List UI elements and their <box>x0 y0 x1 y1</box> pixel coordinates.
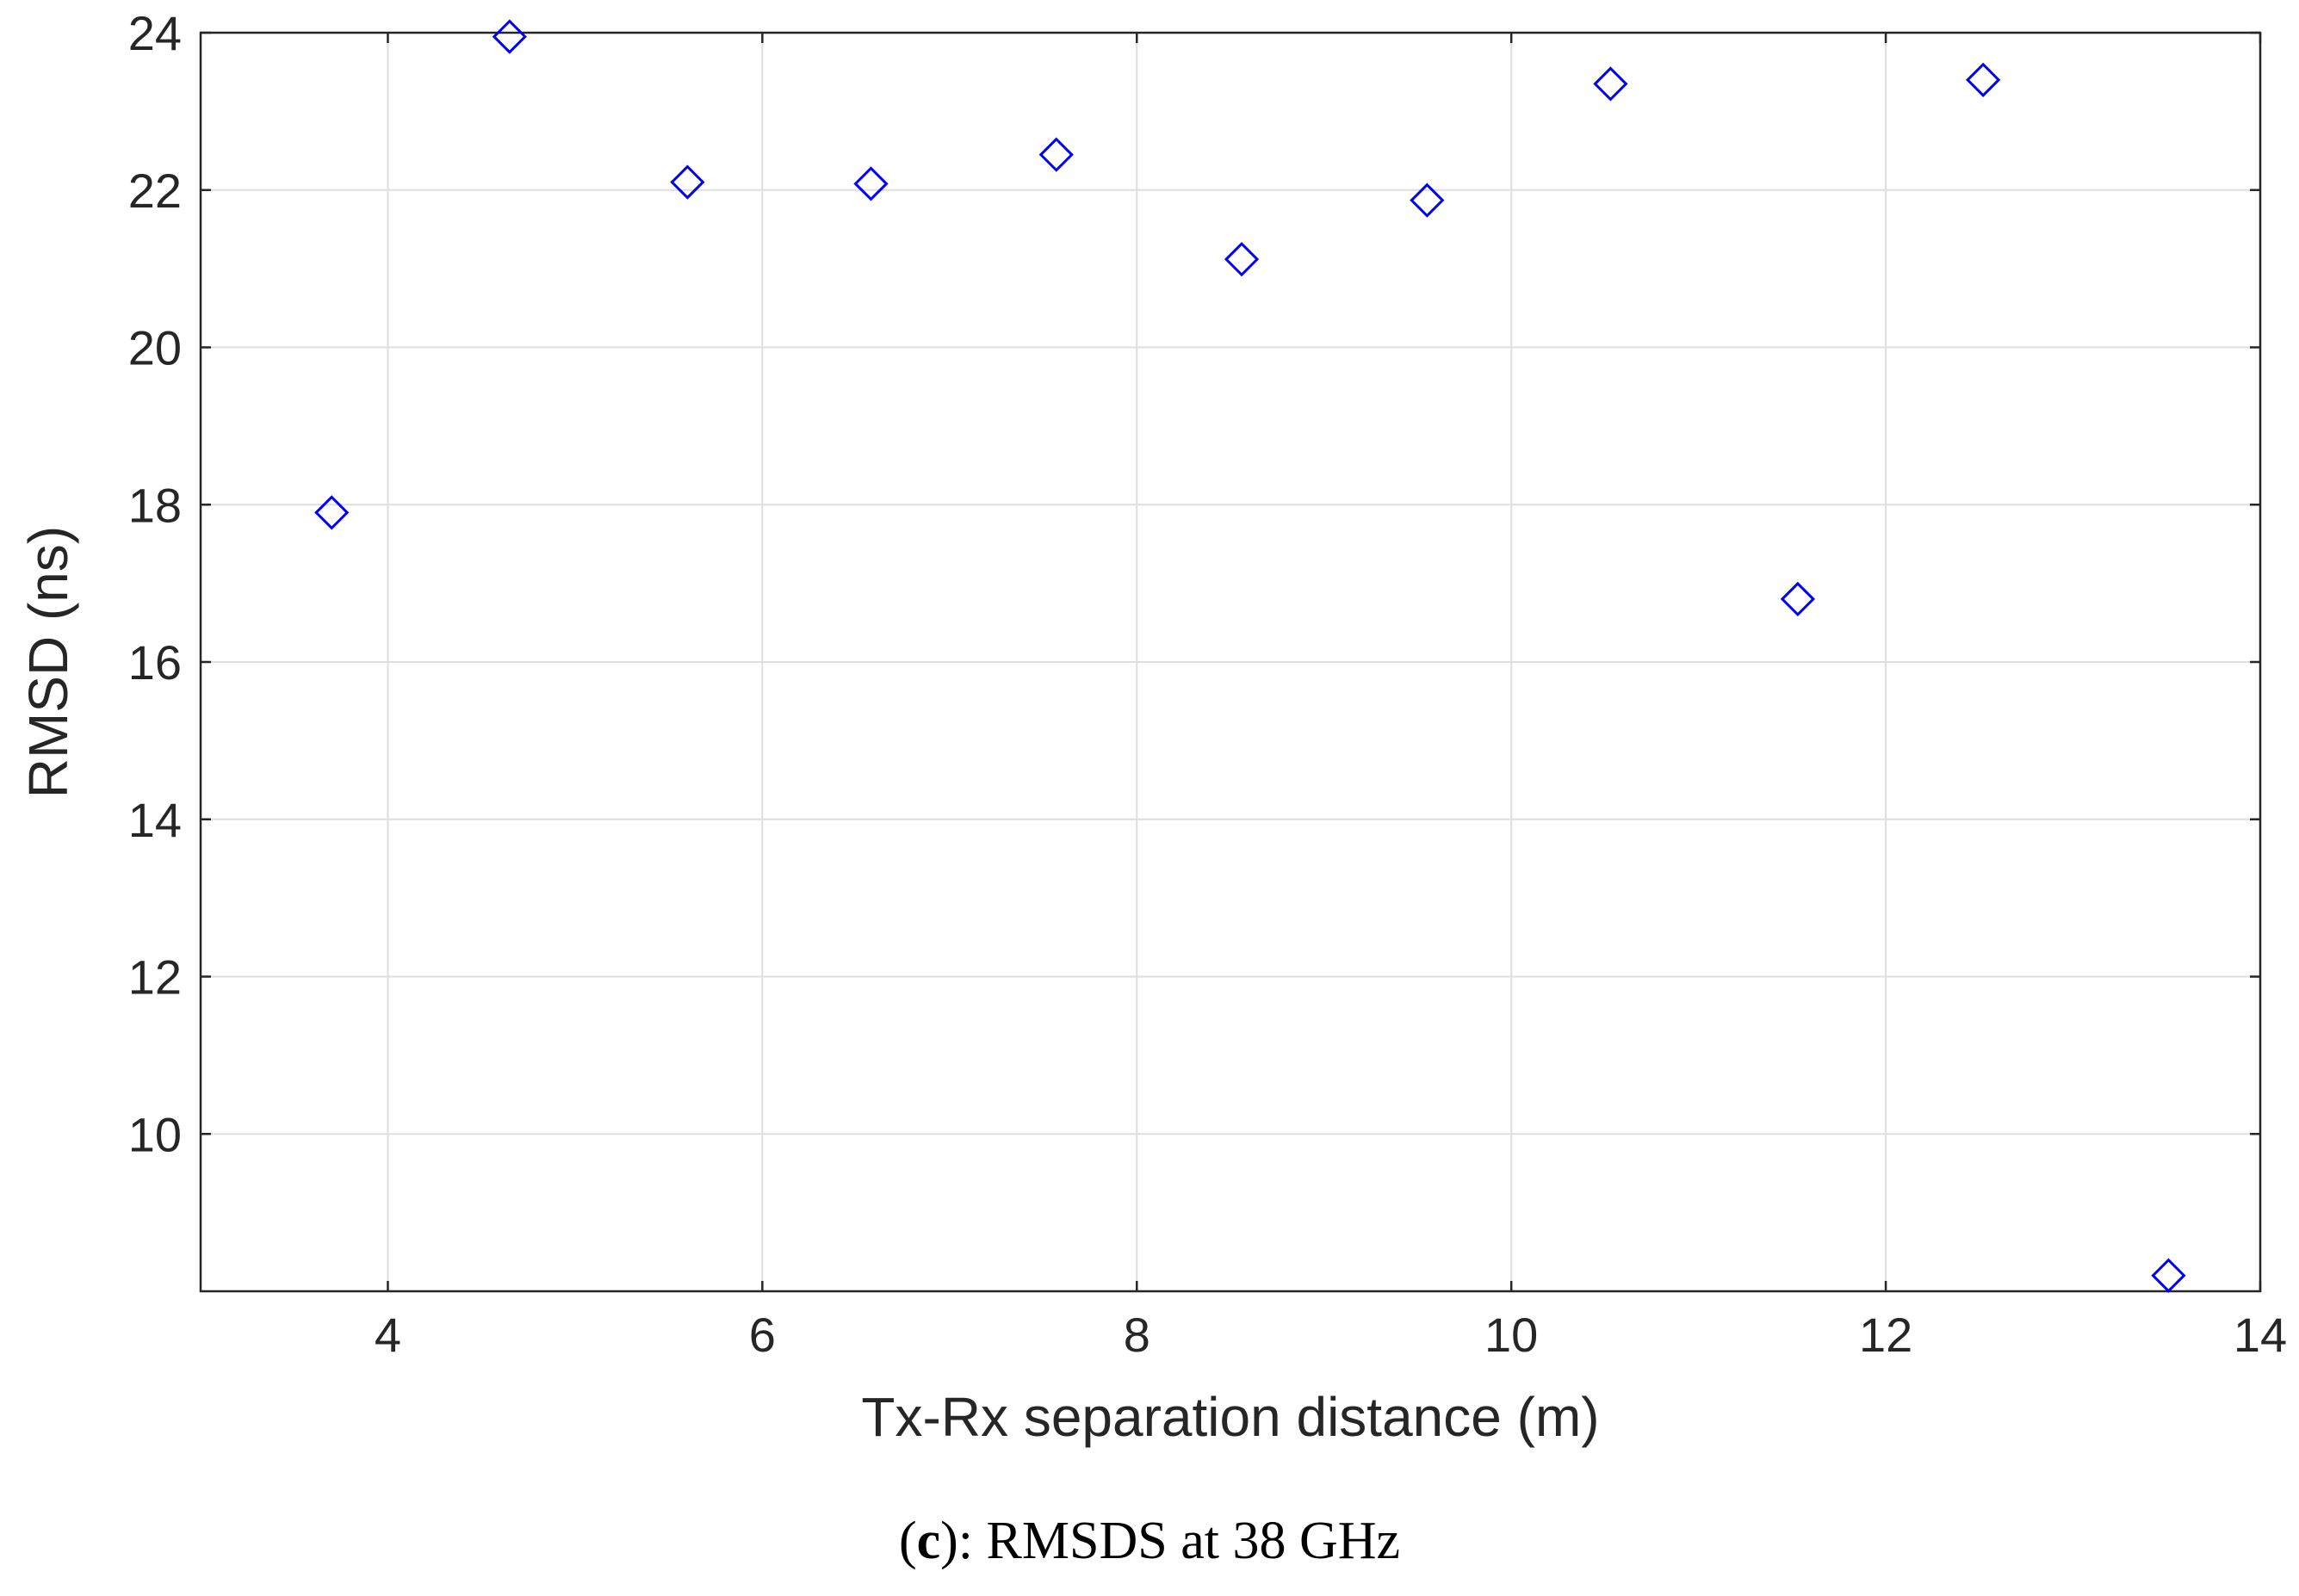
x-tick-label: 14 <box>2234 1308 2287 1362</box>
diamond-marker <box>1593 66 1628 102</box>
y-tick-label: 16 <box>128 635 182 690</box>
diamond-marker <box>2151 1258 2186 1293</box>
x-axis-label: Tx-Rx separation distance (m) <box>861 1386 1599 1448</box>
y-tick-label: 18 <box>128 478 182 532</box>
diamond-marker <box>1410 182 1445 218</box>
diamond-marker <box>670 164 705 200</box>
y-tick-label: 14 <box>128 793 182 847</box>
axis-ticks <box>201 31 2262 1291</box>
x-tick-label: 4 <box>375 1308 401 1362</box>
x-tick-label: 10 <box>1484 1308 1538 1362</box>
diamond-marker <box>1966 62 2001 97</box>
y-tick-label: 22 <box>128 164 182 218</box>
tick-labels: 4 6 8 10 12 14 10 12 14 16 18 20 22 24 <box>128 6 2287 1362</box>
y-tick-label: 24 <box>128 6 182 60</box>
y-axis-label: RMSD (ns) <box>17 526 79 798</box>
diamond-marker <box>492 19 527 54</box>
caption-open: ( <box>898 1512 917 1570</box>
y-tick-label: 10 <box>128 1107 182 1161</box>
caption-text: ): RMSDS at 38 GHz <box>940 1512 1401 1570</box>
data-points <box>314 19 2186 1293</box>
chart-background <box>0 0 2299 1463</box>
x-tick-label: 6 <box>749 1308 776 1362</box>
diamond-marker <box>1224 242 1260 277</box>
caption-letter: c <box>916 1512 941 1570</box>
diamond-marker <box>314 495 350 530</box>
x-tick-label: 8 <box>1124 1308 1150 1362</box>
y-tick-label: 12 <box>128 950 182 1005</box>
y-tick-label: 20 <box>128 321 182 375</box>
diamond-marker <box>1038 137 1074 172</box>
diamond-marker <box>1780 581 1816 617</box>
x-tick-label: 12 <box>1859 1308 1912 1362</box>
figure-caption: (c): RMSDS at 38 GHz <box>0 1511 2299 1572</box>
grid-lines <box>201 33 2260 1291</box>
diamond-marker <box>853 166 889 201</box>
